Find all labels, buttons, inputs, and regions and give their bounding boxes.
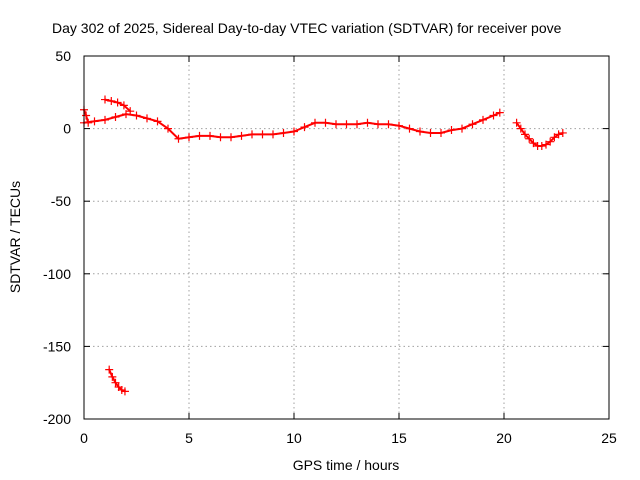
data-point (153, 117, 162, 126)
data-point (550, 133, 559, 142)
data-point (405, 124, 414, 133)
axis-ticks: 0 5 10 15 20 25 -200 -150 -100 -50 0 50 (43, 48, 617, 446)
series-upper-arc (80, 108, 504, 143)
data-point (111, 378, 120, 387)
x-tick-label: 25 (601, 430, 617, 446)
y-tick-label: -200 (43, 411, 71, 427)
data-point (437, 128, 445, 137)
data-point (479, 115, 487, 124)
grid (84, 56, 609, 419)
data-point (111, 112, 120, 121)
data-point (554, 130, 563, 139)
data-point (132, 111, 141, 120)
data-point (174, 134, 183, 143)
data-point (558, 128, 567, 137)
data-point (290, 127, 298, 136)
data-point (516, 124, 525, 133)
data-point (113, 98, 122, 107)
data-point (90, 117, 99, 126)
x-tick-label: 20 (496, 430, 512, 446)
data-point (216, 133, 225, 142)
data-point (458, 124, 466, 133)
data-point (269, 130, 277, 139)
data-point (300, 123, 309, 132)
data-point (279, 128, 288, 137)
data-point (143, 114, 151, 123)
x-axis-label: GPS time / hours (293, 457, 400, 473)
data-point (258, 130, 267, 139)
data-point (384, 120, 393, 129)
data-point (521, 130, 529, 139)
data-point (105, 365, 114, 374)
data-point (101, 95, 109, 104)
data-point (426, 128, 435, 137)
data-point (537, 142, 546, 151)
y-tick-label: 50 (55, 48, 71, 64)
y-tick-label: -50 (51, 193, 71, 209)
data-point (195, 131, 204, 140)
data-point (546, 137, 555, 146)
data-point (122, 110, 130, 119)
data-point (353, 120, 361, 129)
y-tick-label: -150 (43, 338, 71, 354)
series-trace (108, 368, 126, 393)
data-point (119, 101, 128, 110)
data-point (395, 121, 403, 130)
data-point (342, 120, 351, 129)
data-point (525, 134, 534, 143)
data-point (512, 118, 521, 127)
data-point (108, 372, 117, 381)
data-point (82, 111, 91, 120)
data-point (84, 118, 93, 127)
data-point (227, 133, 235, 142)
series-start-spike (80, 105, 93, 127)
data-point (237, 131, 246, 140)
series-late-arc (512, 118, 567, 151)
data-point (374, 120, 382, 129)
chart-title: Day 302 of 2025, Sidereal Day-to-day VTE… (52, 20, 562, 36)
data-point (489, 111, 498, 120)
data-point (206, 131, 214, 140)
data-point (311, 118, 319, 127)
data-point (332, 120, 340, 129)
data-point (101, 115, 109, 124)
plot-frame (83, 55, 610, 420)
x-tick-label: 5 (185, 430, 193, 446)
data-point (495, 108, 504, 117)
y-tick-label: -100 (43, 266, 71, 282)
x-tick-label: 0 (80, 430, 88, 446)
series-trace (83, 111, 501, 140)
data-point (468, 120, 477, 129)
data-point (107, 97, 116, 106)
data-point (248, 130, 256, 139)
x-tick-label: 10 (286, 430, 302, 446)
data-point (120, 387, 129, 396)
data-point (363, 118, 372, 127)
y-tick-label: 0 (63, 121, 71, 137)
data-series (80, 95, 567, 396)
data-point (542, 140, 550, 149)
series-early-hump (101, 95, 135, 116)
series-outlier-arc (105, 365, 129, 396)
data-point (321, 118, 330, 127)
data-point (164, 124, 172, 133)
data-point (416, 127, 424, 136)
y-axis-label: SDTVAR / TECUs (7, 181, 23, 293)
data-point (529, 139, 538, 148)
data-point (447, 126, 456, 135)
data-point (126, 107, 135, 116)
x-tick-label: 15 (391, 430, 407, 446)
data-point (185, 133, 193, 142)
